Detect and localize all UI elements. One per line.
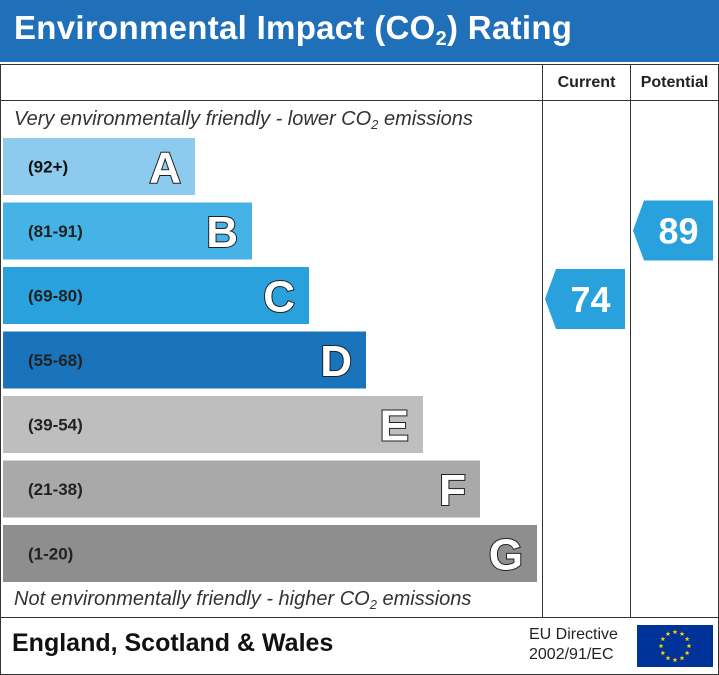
eu-flag-icon (637, 625, 713, 667)
band-b-range: (81-91) (28, 222, 83, 241)
band-b (3, 202, 252, 260)
eu-directive-text: EU Directive 2002/91/EC (529, 625, 618, 665)
eu-star-icon (660, 650, 666, 656)
eu-star-icon (679, 631, 685, 636)
band-d-range: (55-68) (28, 351, 83, 370)
band-g-range: (1-20) (28, 545, 73, 564)
column-header-divider (1, 100, 718, 101)
potential-column-divider (630, 64, 631, 617)
eu-star-icon (665, 655, 671, 661)
band-f-letter: F (439, 466, 466, 515)
band-a-letter: A (149, 144, 181, 193)
eu-star-icon (684, 650, 690, 656)
footer-divider (1, 617, 718, 618)
eu-star-icon (660, 636, 666, 642)
band-g-letter: G (489, 531, 523, 580)
band-b-letter: B (206, 208, 238, 257)
eu-directive-line1: EU Directive (529, 626, 618, 643)
current-rating-arrow (545, 269, 625, 329)
eu-star-icon (679, 655, 685, 661)
potential-rating-value: 89 (658, 211, 698, 252)
header-bar: Environmental Impact (CO2) Rating (0, 0, 719, 62)
eu-star-icon (658, 643, 664, 649)
band-c-range: (69-80) (28, 287, 83, 306)
bottom-note: Not environmentally friendly - higher CO… (14, 588, 472, 612)
band-a (3, 138, 195, 195)
band-e (3, 396, 423, 453)
band-c-letter: C (263, 273, 295, 322)
current-column-divider (542, 64, 543, 617)
chart-title: Environmental Impact (CO2) Rating (14, 9, 573, 50)
band-e-letter: E (380, 402, 409, 451)
current-column-header: Current (557, 74, 616, 91)
potential-rating-arrow (633, 200, 713, 261)
eu-star-icon (672, 657, 678, 663)
current-rating-value: 74 (570, 279, 610, 320)
band-f (3, 460, 480, 518)
country-label: England, Scotland & Wales (12, 629, 334, 657)
eu-directive-line2: 2002/91/EC (529, 646, 614, 663)
band-c (3, 267, 309, 324)
top-note: Very environmentally friendly - lower CO… (14, 108, 473, 132)
eu-star-icon (672, 629, 678, 635)
band-g (3, 525, 537, 582)
potential-column-header: Potential (640, 74, 709, 91)
eu-star-icon (665, 631, 671, 636)
band-f-range: (21-38) (28, 480, 83, 499)
band-d-letter: D (320, 337, 352, 386)
band-d (3, 331, 366, 389)
band-e-range: (39-54) (28, 416, 83, 435)
eu-star-icon (686, 643, 692, 649)
eu-star-icon (684, 636, 690, 642)
band-a-range: (92+) (28, 158, 68, 177)
